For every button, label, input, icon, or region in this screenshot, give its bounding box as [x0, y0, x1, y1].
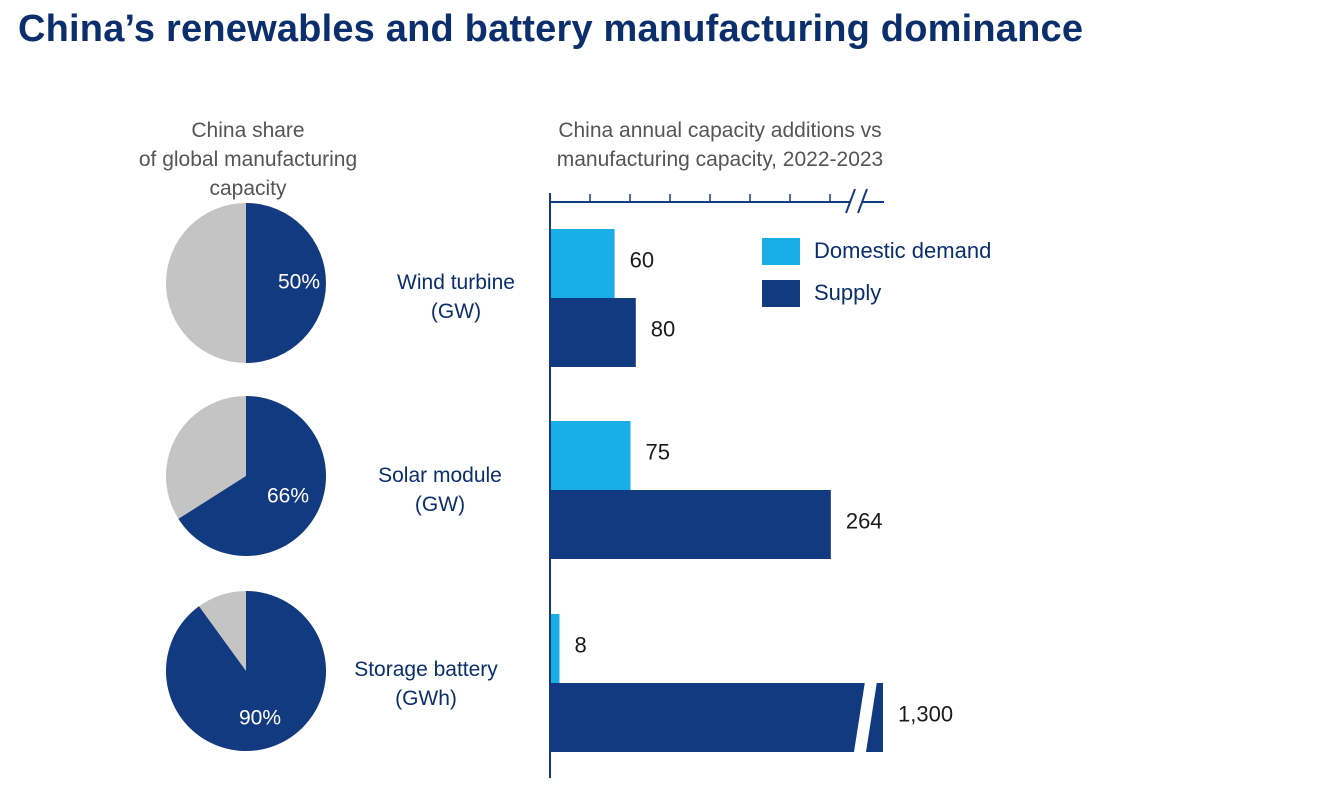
pie-china-slice — [166, 591, 327, 752]
bar-value-label: 8 — [574, 632, 586, 657]
legend-swatch-domestic — [762, 237, 800, 265]
category-label-solar: Solar module (GW) — [320, 461, 560, 519]
bar-supply — [551, 298, 636, 367]
bar-value-label: 60 — [630, 247, 654, 272]
pie-title-line-3: capacity — [209, 177, 287, 200]
category-unit: (GW) — [414, 493, 466, 516]
bar-supply — [551, 490, 831, 559]
bar-value-label: 75 — [646, 439, 670, 464]
category-unit: (GWh) — [395, 687, 457, 710]
category-name: Wind turbine — [397, 271, 515, 294]
category-label-wind: Wind turbine (GW) — [336, 268, 576, 326]
category-unit: (GW) — [430, 300, 482, 323]
bar-domestic-demand — [551, 229, 615, 298]
pie-china-slice — [246, 203, 326, 363]
bar-value-label: 264 — [846, 508, 883, 533]
bar-break-gap — [854, 675, 878, 752]
bar-title-line-2: manufacturing capacity, 2022-2023 — [556, 148, 884, 171]
pie-percent-label: 66% — [267, 485, 309, 508]
bar-domestic-demand — [551, 421, 631, 490]
category-name: Storage battery — [354, 658, 498, 681]
category-label-battery: Storage battery (GWh) — [306, 655, 546, 713]
pie-percent-label: 90% — [239, 707, 281, 730]
bar-value-label: 1,300 — [898, 701, 953, 726]
axis-break-gap — [850, 190, 862, 214]
pie-title-line-1: China share — [191, 119, 305, 142]
pie-title-line-2: of global manufacturing — [138, 148, 358, 171]
legend-item-domestic-demand: Domestic demand — [762, 236, 991, 266]
pie-percent-label: 50% — [278, 271, 320, 294]
bar-chart-title: China annual capacity additions vs manuf… — [480, 116, 960, 174]
axis-break-mark — [857, 188, 868, 214]
bar-domestic-demand — [551, 614, 560, 683]
legend: Domestic demand Supply — [762, 236, 991, 320]
pie-china-slice — [178, 396, 326, 556]
axis-break-mark — [845, 188, 856, 214]
category-name: Solar module — [378, 464, 502, 487]
bar-title-line-1: China annual capacity additions vs — [558, 119, 882, 142]
bar-value-label: 80 — [651, 316, 675, 341]
pie-column-title: China share of global manufacturing capa… — [100, 116, 396, 203]
legend-swatch-supply — [762, 279, 800, 307]
legend-item-supply: Supply — [762, 278, 991, 308]
bar-supply — [551, 683, 883, 752]
legend-label: Supply — [814, 280, 882, 305]
chart-title: China’s renewables and battery manufactu… — [18, 8, 1084, 50]
legend-label: Domestic demand — [814, 238, 992, 263]
